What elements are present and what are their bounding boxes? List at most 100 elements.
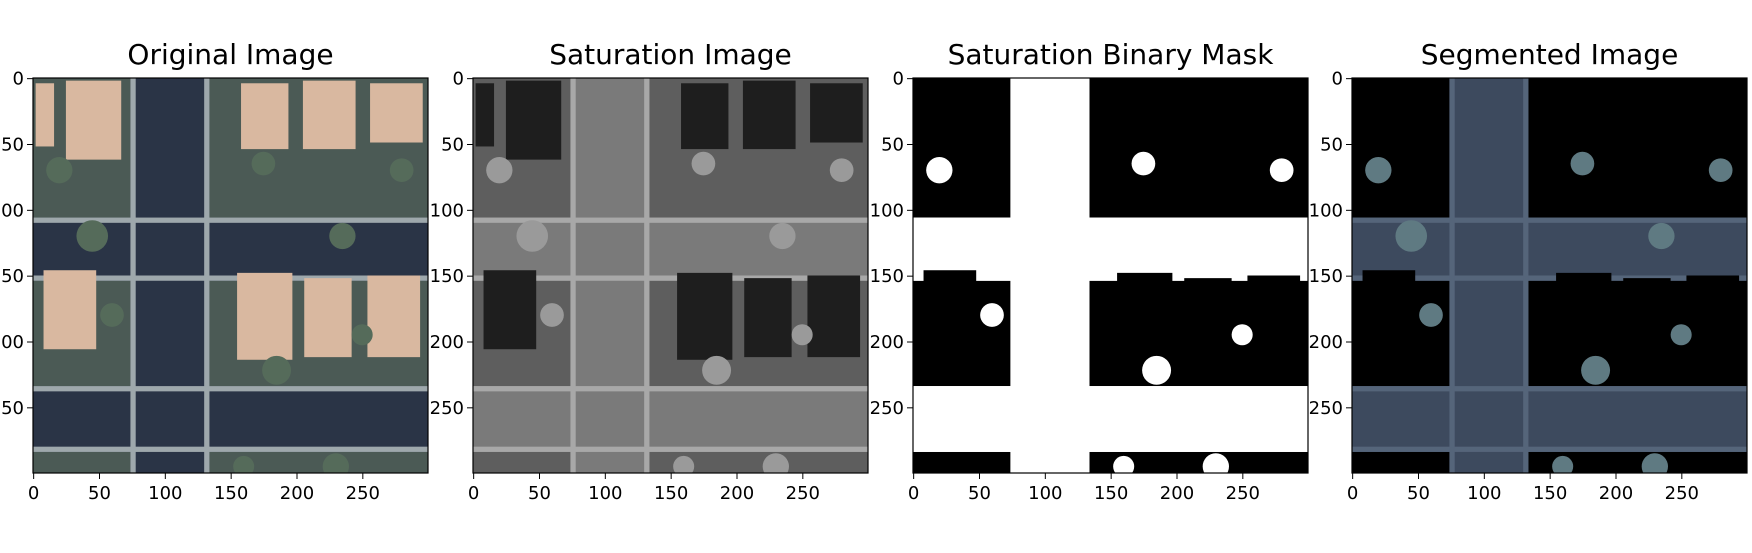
y-tick-label: 0 — [893, 69, 904, 90]
y-tick-label: 200 — [0, 332, 24, 353]
roof-region — [370, 83, 423, 143]
tree-region — [691, 151, 716, 176]
tree-region — [76, 220, 109, 252]
roof-region — [1623, 278, 1671, 358]
tree-region — [791, 324, 813, 346]
y-tick-label: 250 — [0, 398, 24, 419]
roof-region — [1121, 83, 1169, 150]
tree-region — [540, 303, 564, 327]
sidewalk-region — [33, 446, 428, 452]
yard-region — [33, 451, 131, 473]
tree-region — [1641, 453, 1668, 473]
panel-title: Saturation Image — [549, 38, 792, 71]
roof-region — [677, 272, 733, 360]
roof-region — [1689, 83, 1742, 143]
x-tick-label: 50 — [528, 483, 551, 504]
tree-region — [1202, 453, 1229, 473]
y-tick-label: 50 — [881, 134, 904, 155]
y-tick-label: 150 — [0, 266, 24, 287]
x-tick-label: 100 — [588, 483, 622, 504]
roof-region — [1354, 83, 1374, 147]
x-tick-label: 0 — [28, 483, 39, 504]
tree-region — [673, 455, 695, 473]
roof-region — [1621, 80, 1675, 150]
x-tick-label: 250 — [1226, 483, 1260, 504]
x-tick-label: 100 — [1028, 483, 1062, 504]
tree-region — [1670, 324, 1692, 346]
panel-1: Original Image 0 50 100 150 200 250 0 50 100 150 20… — [0, 38, 429, 504]
x-tick-label: 200 — [720, 483, 754, 504]
roof-region — [945, 80, 1002, 160]
sidewalk-region — [913, 386, 1308, 392]
tree-region — [1142, 355, 1172, 385]
sidewalk-region — [1084, 78, 1090, 473]
roof-region — [237, 272, 293, 360]
roof-region — [475, 83, 495, 147]
y-tick-label: 200 — [1309, 332, 1343, 353]
sidewalk-region — [130, 78, 136, 473]
x-tick-label: 250 — [786, 483, 820, 504]
roof-region — [302, 80, 356, 150]
roof-region — [35, 83, 55, 147]
y-tick-label: 50 — [441, 134, 464, 155]
roof-region — [923, 270, 977, 350]
y-tick-label: 50 — [1, 134, 24, 155]
yard-region — [649, 451, 868, 473]
y-tick-label: 0 — [13, 69, 24, 90]
sidewalk-region — [913, 275, 1308, 281]
tree-region — [351, 324, 373, 346]
tree-region — [1570, 151, 1595, 176]
axes-frame — [912, 77, 1309, 474]
sidewalk-region — [473, 217, 868, 223]
roof-region — [742, 80, 796, 150]
tree-region — [46, 157, 73, 184]
roof-region — [304, 278, 352, 358]
roof-region — [43, 270, 97, 350]
tree-region — [1209, 222, 1236, 250]
roof-region — [1182, 80, 1236, 150]
tree-region — [233, 455, 255, 473]
x-tick-label: 100 — [148, 483, 182, 504]
panel-title: Segmented Image — [1421, 38, 1679, 71]
sidewalk-region — [1352, 386, 1747, 392]
tree-region — [769, 222, 796, 250]
tree-region — [516, 220, 549, 252]
y-tick-label: 150 — [870, 266, 904, 287]
y-tick-label: 200 — [430, 332, 464, 353]
roof-region — [505, 80, 562, 160]
yard-region — [913, 451, 1011, 473]
tree-region — [1131, 151, 1156, 176]
roof-region — [1556, 272, 1612, 360]
yard-region — [209, 451, 428, 473]
roof-region — [807, 275, 861, 358]
tree-region — [389, 158, 414, 183]
x-tick-label: 150 — [1094, 483, 1128, 504]
axes-frame — [1351, 77, 1748, 474]
roof-region — [1560, 83, 1608, 150]
y-tick-label: 150 — [430, 266, 464, 287]
y-tick-label: 250 — [430, 398, 464, 419]
roof-region — [483, 270, 537, 350]
roof-region — [65, 80, 122, 160]
sidewalk-region — [1352, 446, 1747, 452]
y-tick-label: 150 — [1309, 266, 1343, 287]
axes-frame — [32, 77, 429, 474]
y-tick-label: 50 — [1320, 134, 1343, 155]
tree-region — [1419, 303, 1443, 327]
tree-region — [980, 303, 1004, 327]
roof-region — [367, 275, 421, 358]
x-tick-label: 0 — [1347, 483, 1358, 504]
tree-region — [926, 157, 953, 184]
sidewalk-region — [1010, 78, 1016, 473]
sidewalk-region — [1449, 78, 1455, 473]
y-tick-label: 200 — [870, 332, 904, 353]
x-tick-label: 250 — [1665, 483, 1699, 504]
yard-region — [1089, 451, 1308, 473]
tree-region — [1269, 158, 1294, 183]
image-content-2 — [473, 78, 868, 473]
tree-region — [956, 220, 989, 252]
y-tick-label: 0 — [1332, 69, 1343, 90]
y-tick-label: 100 — [0, 200, 24, 221]
sidewalk-region — [33, 217, 428, 223]
yard-region — [473, 451, 571, 473]
